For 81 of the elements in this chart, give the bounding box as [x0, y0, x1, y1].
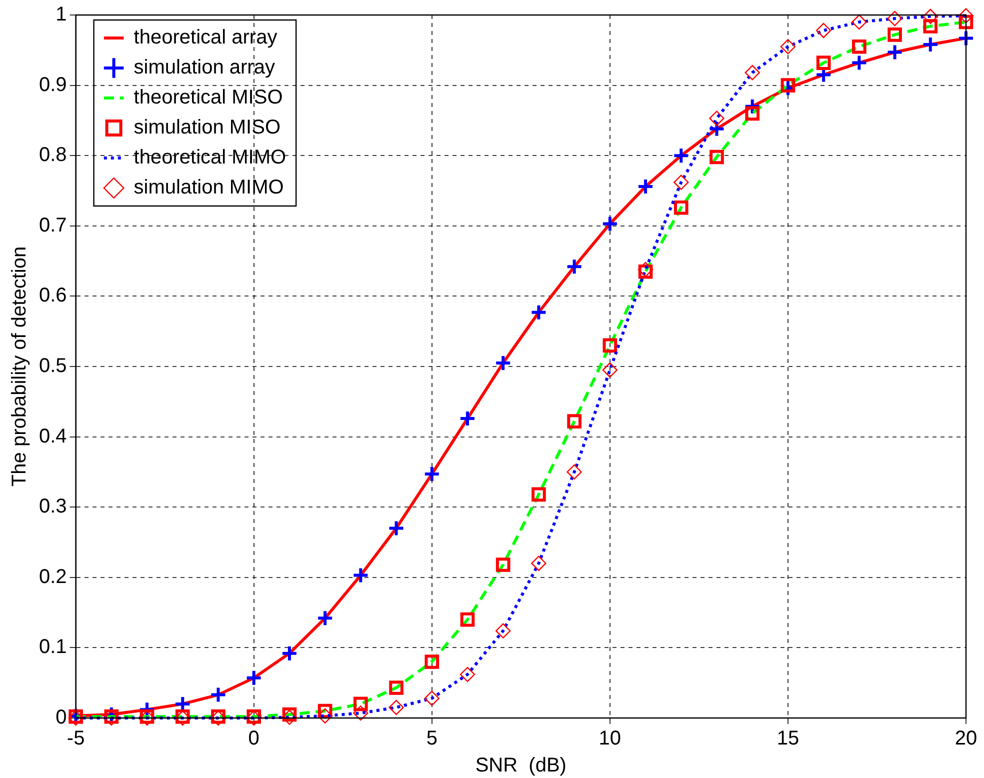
x-tick-label: 5 [426, 728, 438, 750]
point [530, 304, 548, 321]
point [674, 200, 688, 215]
y-tick-label: 0.1 [38, 636, 67, 658]
point [354, 696, 368, 712]
point [532, 487, 546, 502]
point [424, 654, 440, 669]
point [710, 150, 724, 164]
y-tick-label: 0.3 [38, 496, 67, 518]
point [388, 700, 404, 716]
point [744, 65, 760, 80]
y-tick-label: 0.4 [38, 425, 67, 448]
point [210, 686, 227, 704]
point [458, 410, 476, 428]
legend-label: theoretical MISO [134, 86, 283, 109]
point [852, 39, 866, 54]
point [389, 680, 404, 695]
y-tick-label: 0.8 [38, 144, 67, 166]
point [958, 14, 974, 30]
point [816, 22, 832, 38]
point [317, 708, 333, 724]
point [637, 178, 654, 196]
y-tick-label: 0 [56, 706, 67, 729]
point [745, 106, 760, 121]
point [496, 623, 511, 638]
point [566, 258, 583, 276]
point [780, 78, 796, 92]
x-tick-label: 0 [248, 728, 260, 750]
point [674, 174, 689, 190]
point [852, 14, 867, 30]
point [566, 464, 582, 480]
point [602, 362, 618, 378]
legend-label: simulation MISO [134, 116, 281, 139]
point [886, 44, 904, 61]
point [352, 566, 370, 584]
point [780, 39, 796, 54]
legend-label: theoretical array [134, 26, 278, 49]
y-tick-label: 0.7 [38, 214, 67, 236]
point [567, 414, 582, 428]
x-tick-label: 10 [598, 728, 622, 750]
point [460, 612, 475, 627]
point [816, 56, 831, 70]
x-tick-label: 15 [776, 728, 800, 750]
point [923, 19, 938, 34]
point [280, 644, 298, 662]
point [958, 30, 974, 47]
point [708, 120, 726, 138]
point [460, 666, 476, 682]
point [887, 10, 902, 26]
point [494, 354, 512, 372]
y-tick-label: 0.5 [38, 355, 67, 378]
point [601, 215, 618, 232]
point [282, 707, 297, 722]
point [353, 705, 368, 721]
point [672, 147, 690, 164]
point [744, 98, 761, 115]
point [496, 558, 510, 572]
legend-label: simulation MIMO [134, 176, 284, 199]
point [958, 8, 974, 24]
point [316, 610, 334, 627]
point [602, 338, 618, 353]
y-tick-label: 0.2 [38, 566, 67, 588]
point [245, 669, 262, 686]
legend-label: theoretical MIMO [134, 146, 286, 169]
point [531, 556, 546, 571]
legend-label: simulation array [134, 56, 275, 79]
point [922, 8, 938, 24]
point [423, 466, 440, 483]
y-tick-label: 1 [56, 4, 67, 26]
x-tick-label: 20 [954, 728, 978, 750]
point [709, 110, 724, 126]
point [922, 36, 939, 54]
x-axis-title: SNR (dB) [475, 754, 566, 777]
point [424, 690, 440, 706]
y-axis-title: The probability of detection [8, 246, 31, 487]
point [850, 54, 868, 72]
point [388, 520, 405, 537]
point [888, 28, 902, 42]
x-tick-label: -5 [66, 728, 85, 750]
y-tick-label: 0.9 [38, 74, 67, 96]
y-tick-label: 0.6 [38, 284, 67, 307]
